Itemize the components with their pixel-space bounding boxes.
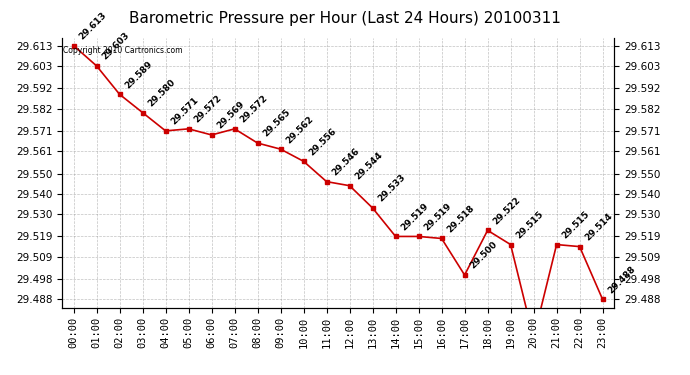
Text: 29.544: 29.544 xyxy=(354,150,385,182)
Text: 29.515: 29.515 xyxy=(561,210,592,240)
Text: 29.533: 29.533 xyxy=(377,173,408,204)
Text: 29.488: 29.488 xyxy=(607,264,638,295)
Text: 29.556: 29.556 xyxy=(308,126,339,157)
Text: 29.515: 29.515 xyxy=(515,210,546,240)
Text: 29.522: 29.522 xyxy=(492,195,523,226)
Text: 29.514: 29.514 xyxy=(584,211,615,242)
Text: 29.603: 29.603 xyxy=(101,31,132,62)
Text: Copyright 2010 Cartronics.com: Copyright 2010 Cartronics.com xyxy=(63,46,183,55)
Text: 29.519: 29.519 xyxy=(400,201,431,232)
Text: Barometric Pressure per Hour (Last 24 Hours) 20100311: Barometric Pressure per Hour (Last 24 Ho… xyxy=(129,11,561,26)
Text: 29.589: 29.589 xyxy=(124,59,155,90)
Text: 29.571: 29.571 xyxy=(170,96,201,127)
Text: 29.469: 29.469 xyxy=(0,374,1,375)
Text: 29.572: 29.572 xyxy=(239,94,270,124)
Text: 29.562: 29.562 xyxy=(285,114,316,145)
Text: 29.569: 29.569 xyxy=(216,100,247,131)
Text: 29.518: 29.518 xyxy=(446,203,477,234)
Text: 29.572: 29.572 xyxy=(193,94,224,124)
Text: 29.580: 29.580 xyxy=(147,78,177,108)
Text: 29.546: 29.546 xyxy=(331,147,362,177)
Text: 29.613: 29.613 xyxy=(78,10,109,42)
Text: 29.565: 29.565 xyxy=(262,108,293,139)
Text: 29.500: 29.500 xyxy=(469,240,500,271)
Text: 29.519: 29.519 xyxy=(423,201,454,232)
